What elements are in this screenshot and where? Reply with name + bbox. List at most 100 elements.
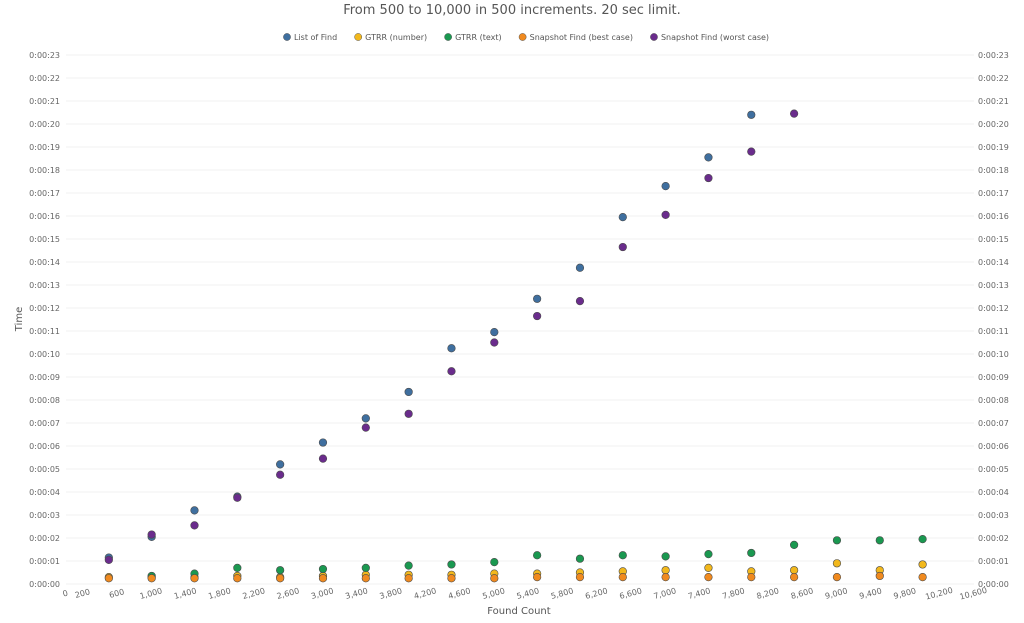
y-tick-label-left: 0:00:11 [29, 327, 60, 336]
data-point [276, 470, 285, 479]
data-point [404, 574, 413, 583]
x-tick-label: 3,400 [344, 586, 368, 601]
y-axis-label: Time [14, 307, 25, 332]
y-tick-label-right: 0:00:10 [978, 350, 1009, 359]
data-point [832, 536, 842, 545]
x-tick-label: 6,600 [618, 586, 642, 601]
data-point [318, 564, 328, 574]
x-tick-label: 3,000 [310, 586, 334, 601]
data-point [361, 414, 370, 423]
y-tick-label-left: 0:00:17 [29, 189, 60, 198]
data-point [490, 574, 499, 583]
y-tick-label-left: 0:00:12 [29, 304, 60, 313]
y-tick-label-right: 0:00:00 [978, 580, 1009, 589]
y-tick-label-left: 0:00:06 [29, 442, 60, 451]
series-points [104, 571, 927, 583]
data-point [618, 572, 627, 582]
y-tick-label-right: 0:00:14 [978, 258, 1009, 267]
data-point [533, 551, 542, 560]
x-tick-label: 600 [108, 587, 125, 600]
legend-label: GTRR (text) [455, 33, 502, 42]
data-point [318, 438, 328, 447]
legend-item[interactable]: Snapshot Find (worst case) [650, 33, 769, 42]
y-tick-label-right: 0:00:08 [978, 396, 1009, 405]
x-tick-label: 1,000 [139, 586, 163, 601]
data-point [276, 460, 285, 469]
y-tick-label-right: 0:00:15 [978, 235, 1009, 244]
data-point [404, 387, 413, 397]
data-point [233, 493, 242, 502]
data-point [318, 454, 328, 463]
series-points [104, 109, 799, 564]
y-tick-label-left: 0:00:01 [29, 557, 60, 566]
data-point [747, 548, 756, 558]
y-tick-label-left: 0:00:19 [29, 143, 60, 152]
legend-item[interactable]: Snapshot Find (best case) [518, 33, 633, 42]
y-tick-label-left: 0:00:03 [29, 511, 60, 520]
y-tick-label-left: 0:00:15 [29, 235, 60, 244]
x-tick-label: 10,200 [924, 586, 953, 602]
y-tick-label-right: 0:00:03 [978, 511, 1009, 520]
legend-label: Snapshot Find (worst case) [661, 33, 769, 42]
data-point [404, 561, 413, 570]
data-point [918, 535, 927, 544]
legend-label: Snapshot Find (best case) [530, 33, 633, 42]
y-tick-label-left: 0:00:09 [29, 373, 60, 382]
data-point [790, 109, 799, 118]
y-tick-label-left: 0:00:13 [29, 281, 60, 290]
y-tick-label-left: 0:00:18 [29, 166, 60, 175]
legend-marker [283, 33, 291, 41]
data-point [832, 572, 842, 582]
x-tick-label: 4,200 [413, 586, 437, 601]
data-point [104, 555, 113, 564]
data-point [575, 297, 585, 306]
data-point [704, 563, 713, 573]
x-tick-label: 9,000 [824, 586, 848, 601]
data-point [361, 423, 370, 432]
data-point [147, 574, 156, 583]
data-point [747, 147, 756, 156]
data-point [704, 572, 713, 582]
data-point [490, 558, 499, 567]
y-tick-label-right: 0:00:07 [978, 419, 1009, 428]
data-point [790, 572, 799, 582]
data-point [747, 110, 756, 119]
y-tick-label-left: 0:00:22 [29, 74, 60, 83]
data-point [832, 559, 842, 568]
data-point [533, 572, 542, 582]
y-tick-label-right: 0:00:20 [978, 120, 1009, 129]
data-points [104, 109, 927, 583]
y-tick-label-left: 0:00:16 [29, 212, 60, 221]
data-point [276, 566, 285, 575]
legend: List of Find GTRR (number) GTRR (text) Snap… [283, 33, 769, 42]
y-tick-label-left: 0:00:05 [29, 465, 60, 474]
data-point [575, 263, 585, 272]
legend-item[interactable]: GTRR (number) [354, 33, 428, 42]
data-point [575, 554, 585, 563]
data-point [318, 574, 328, 583]
data-point [661, 572, 670, 582]
y-tick-label-right: 0:00:19 [978, 143, 1009, 152]
legend-marker [518, 33, 527, 41]
data-point [918, 560, 927, 569]
data-point [618, 551, 627, 560]
legend-item[interactable]: GTRR (text) [444, 33, 502, 42]
x-tick-label: 200 [74, 587, 91, 600]
y-tick-label-right: 0:00:23 [978, 51, 1009, 60]
data-point [704, 153, 713, 162]
y-tick-label-right: 0:00:04 [978, 488, 1009, 497]
y-tick-label-right: 0:00:11 [978, 327, 1009, 336]
data-point [661, 210, 670, 219]
x-tick-label: 1,800 [207, 586, 231, 601]
data-point [104, 574, 113, 583]
data-point [276, 574, 285, 583]
x-tick-label: 2,600 [276, 586, 300, 601]
data-point [704, 549, 713, 559]
y-tick-label-right: 0:00:09 [978, 373, 1009, 382]
y-tick-label-right: 0:00:12 [978, 304, 1009, 313]
x-tick-label: 7,400 [687, 586, 711, 601]
data-point [661, 552, 670, 561]
legend-item[interactable]: List of Find [283, 33, 337, 42]
data-point [447, 574, 456, 583]
